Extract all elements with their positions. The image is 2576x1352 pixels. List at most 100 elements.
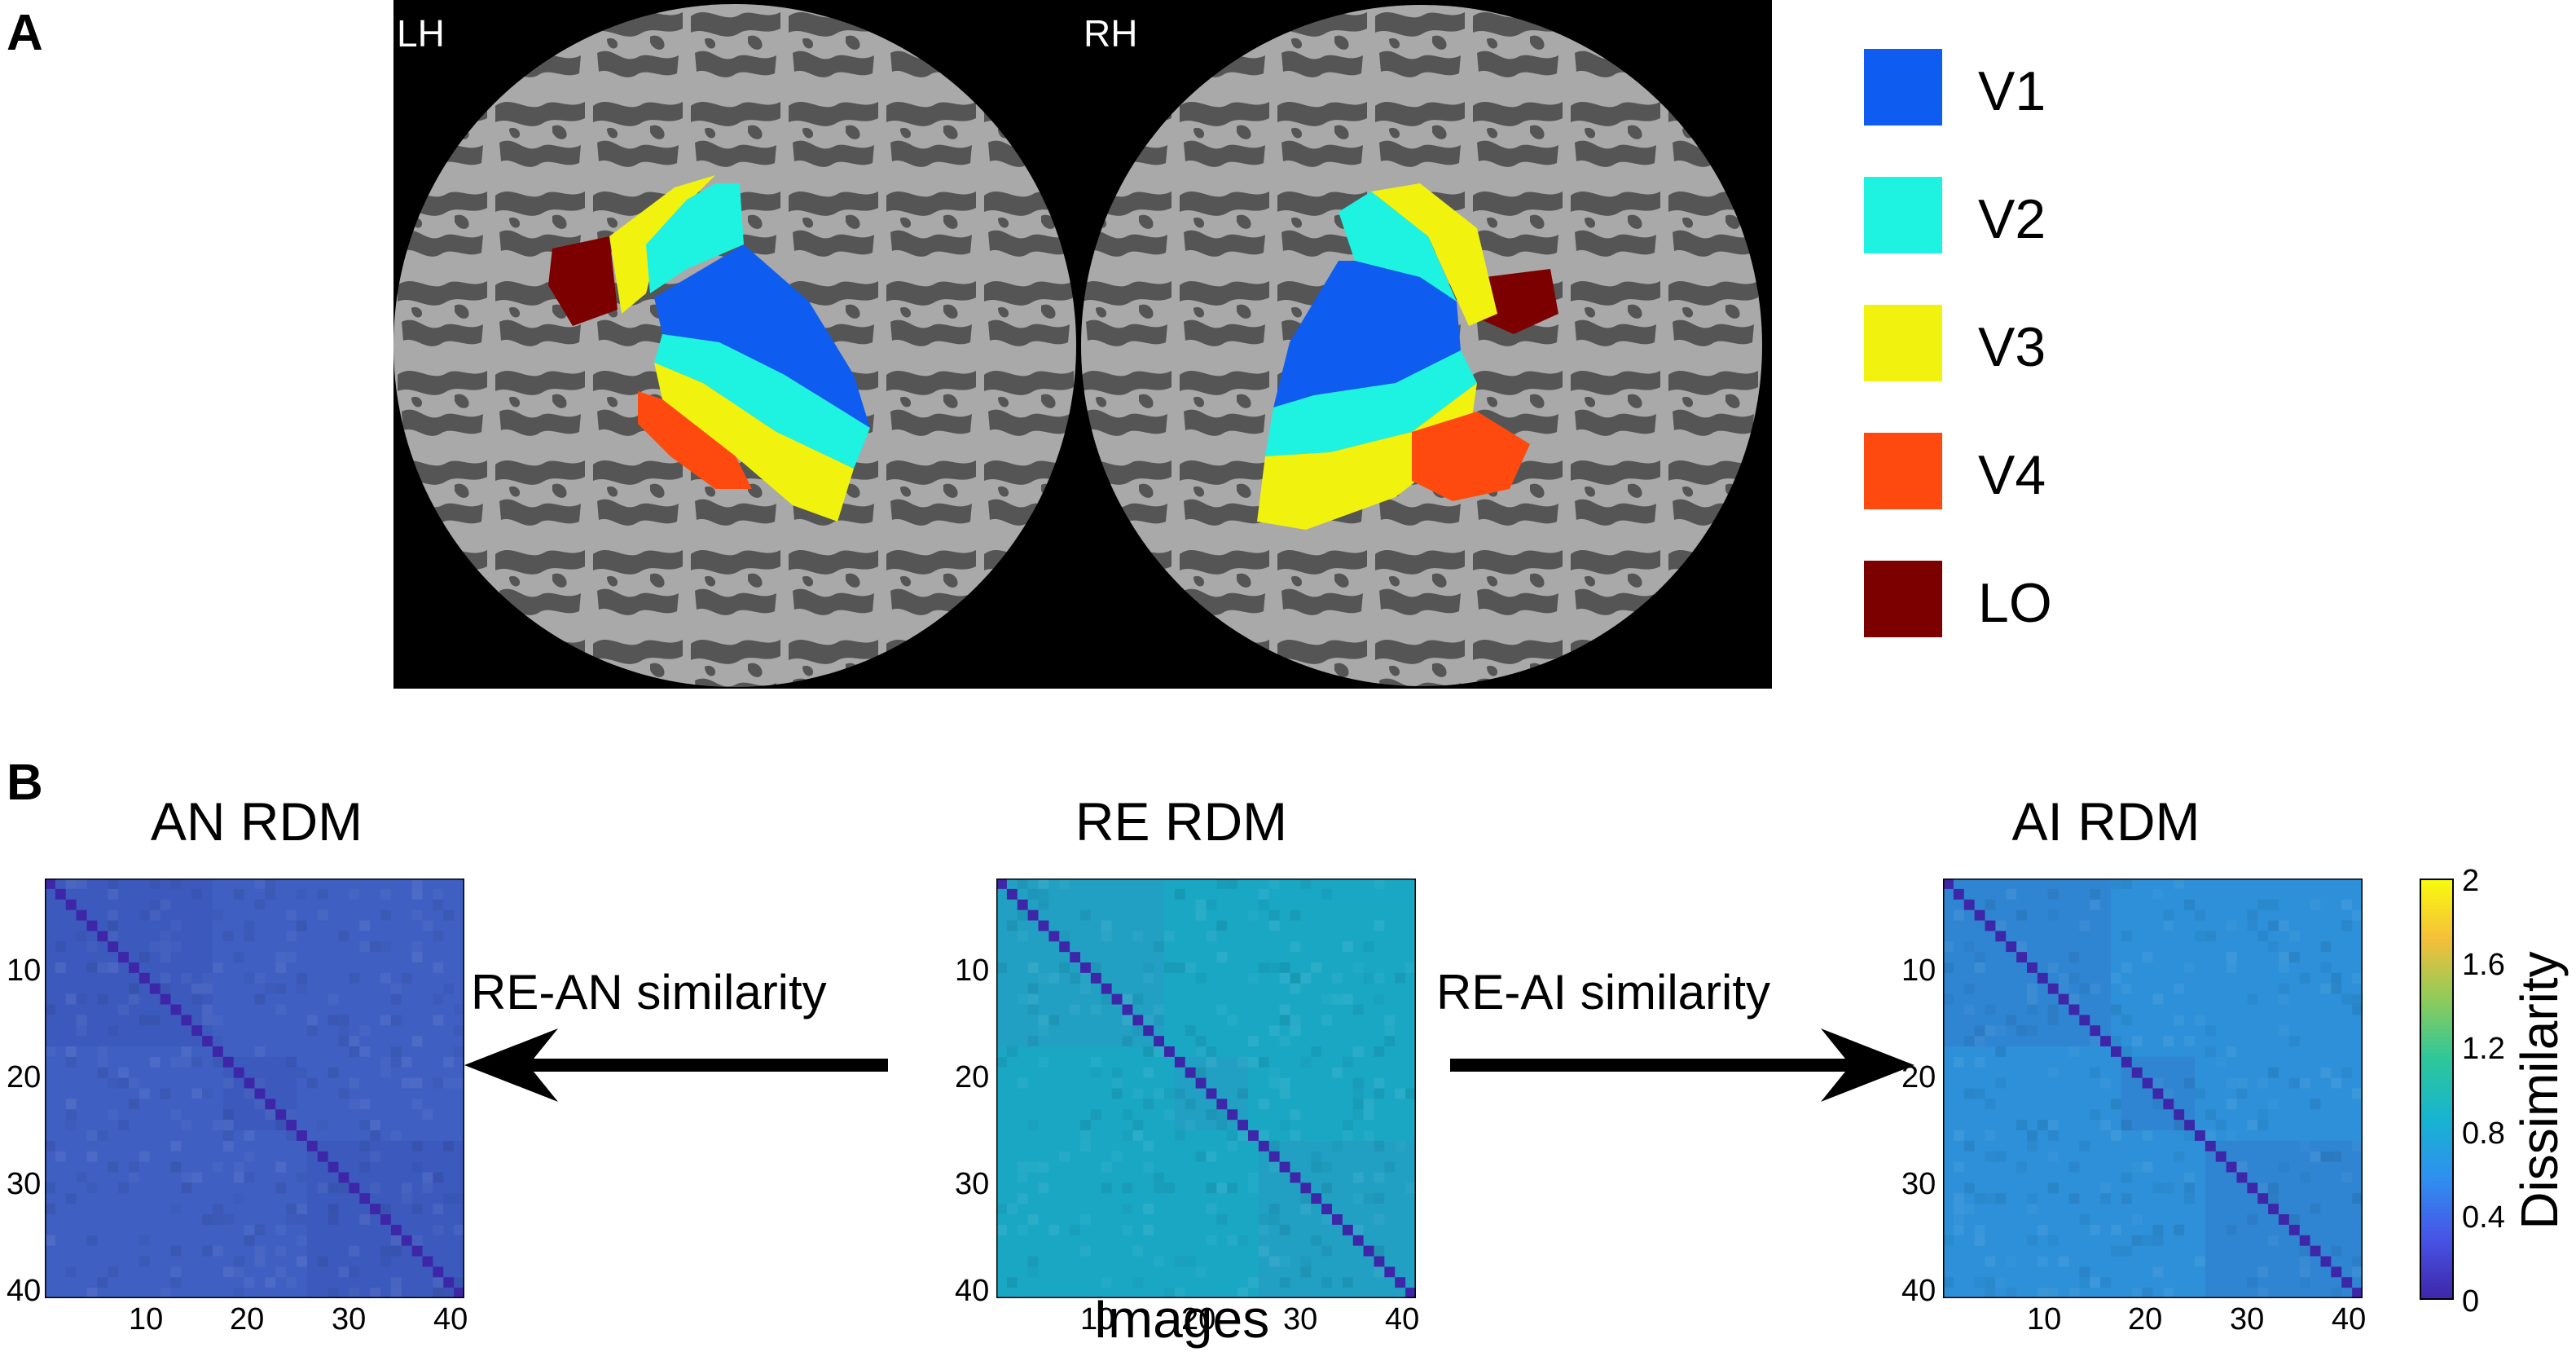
rdm-cell (2341, 1172, 2353, 1183)
rdm-cell (1143, 972, 1154, 984)
rdm-cell (2121, 931, 2132, 942)
rdm-cell (1154, 1004, 1164, 1015)
rdm-cell (1216, 952, 1228, 962)
rdm-cell (2090, 1224, 2101, 1235)
colorbar-tick-0-4: 0.4 (2462, 1200, 2505, 1235)
rdm-cell (1112, 1078, 1123, 1089)
colorbar-tick-0-8: 0.8 (2462, 1116, 2505, 1151)
rdm-diagonal-cell (380, 1214, 391, 1225)
rdm-cell (2195, 909, 2205, 921)
rdm-cell (1374, 994, 1385, 1005)
rdm-cell (265, 888, 276, 900)
rdm-cell (2310, 1151, 2321, 1162)
rdm-title-ai: AI RDM (2011, 791, 2200, 852)
rdm-diagonal-cell (401, 1235, 412, 1246)
rdm-cell (2300, 1173, 2310, 1183)
rdm-cell (1237, 1130, 1248, 1141)
rdm-diagonal-cell (390, 1224, 402, 1235)
rdm-cell (213, 1036, 223, 1046)
rdm-cell (1342, 1130, 1353, 1141)
rdm-cell (1038, 879, 1049, 889)
rdm-cell (380, 972, 391, 984)
rdm-cell (1006, 1204, 1018, 1214)
rdm-cell (1216, 879, 1228, 889)
rdm-cell (1027, 888, 1039, 900)
rdm-cell (97, 993, 108, 1005)
rdm-cell (2047, 1120, 2059, 1130)
rdm-cell (1101, 993, 1112, 1005)
rdm-cell (139, 1235, 150, 1246)
rdm-cell (1290, 1109, 1301, 1121)
rdm-diagonal-cell (1974, 909, 1985, 921)
rdm-cell (2016, 1025, 2027, 1037)
rdm-cell (1290, 909, 1301, 921)
rdm-cell (1943, 962, 1954, 973)
rdm-cell (2152, 1235, 2164, 1246)
rdm-cell (1985, 1004, 1996, 1015)
right-arrow (1450, 1028, 1914, 1102)
rdm-cell (2111, 1224, 2121, 1235)
rdm-cell (1090, 1109, 1101, 1121)
rdm-cell (433, 899, 444, 910)
rdm-diagonal-cell (433, 1266, 444, 1278)
rdm-cell (1300, 972, 1312, 984)
rdm-cell (380, 941, 391, 952)
rdm-cell (2058, 1256, 2069, 1267)
rdm-cell (1059, 879, 1070, 889)
rdm-cell (1216, 1182, 1228, 1194)
rdm-cell (2320, 1151, 2332, 1162)
rdm-cell (370, 1120, 380, 1130)
rdm-cell (1395, 1141, 1405, 1152)
rdm-cell (1206, 1204, 1217, 1214)
rdm-cell (2037, 1120, 2048, 1130)
rdm-cell (1070, 972, 1080, 984)
rdm-cell (2163, 1182, 2174, 1193)
rdm-diagonal-cell (2058, 993, 2069, 1005)
rdm-cell (359, 1214, 371, 1225)
rdm-diagonal-cell (1311, 1193, 1322, 1204)
rdm-cell (433, 1277, 444, 1288)
rdm-cell (1196, 1266, 1207, 1277)
rdm-cell (1974, 962, 1985, 973)
rdm-cell (2352, 1088, 2363, 1099)
rdm-cell (55, 1151, 66, 1162)
rdm-cell (1311, 962, 1322, 973)
rdm-cell (1258, 1130, 1269, 1141)
rdm-cell (2163, 1036, 2174, 1046)
colorbar-tick-0: 0 (2462, 1284, 2480, 1319)
right-hemisphere-label: RH (1084, 12, 1138, 55)
rdm-cell (2227, 1130, 2237, 1141)
rdm-cell (401, 972, 412, 984)
rdm-cell (1122, 1224, 1133, 1235)
rdm-cell (2027, 1025, 2038, 1036)
rdm-diagonal-cell (275, 1109, 287, 1121)
rdm-cell (338, 1036, 349, 1046)
rdm-cell (1237, 1088, 1248, 1099)
rdm-cell (138, 1088, 150, 1099)
rdm-cell (2174, 1015, 2185, 1026)
rdm-diagonal-cell (2352, 1288, 2363, 1298)
rdm-cell (2016, 1161, 2027, 1173)
rdm-cell (2331, 983, 2342, 994)
rdm-cell (1017, 1161, 1028, 1173)
rdm-cell (433, 1204, 444, 1214)
rdm-cell (359, 920, 371, 931)
rdm-cell (45, 1235, 55, 1246)
rdm-cell (2152, 1224, 2164, 1235)
rdm-diagonal-cell (181, 1015, 192, 1026)
rdm-cell (1268, 1025, 1280, 1037)
rdm-cell (2236, 1088, 2248, 1099)
legend-swatch-v4 (1864, 433, 1942, 509)
rdm-cell (97, 1067, 108, 1078)
rdm-cell (222, 1109, 234, 1121)
rdm-cell (2257, 899, 2269, 910)
rdm-cell (1374, 1088, 1385, 1099)
rdm-cell (2048, 1235, 2059, 1246)
rdm-cell (2257, 1266, 2269, 1278)
rdm-diagonal-cell (1206, 1088, 1217, 1099)
rdm-cell (390, 993, 402, 1005)
rdm-cell (1195, 1151, 1207, 1162)
rdm-cell (191, 1088, 203, 1099)
rdm-cell (1174, 962, 1185, 973)
rdm-cell (1311, 1046, 1322, 1057)
